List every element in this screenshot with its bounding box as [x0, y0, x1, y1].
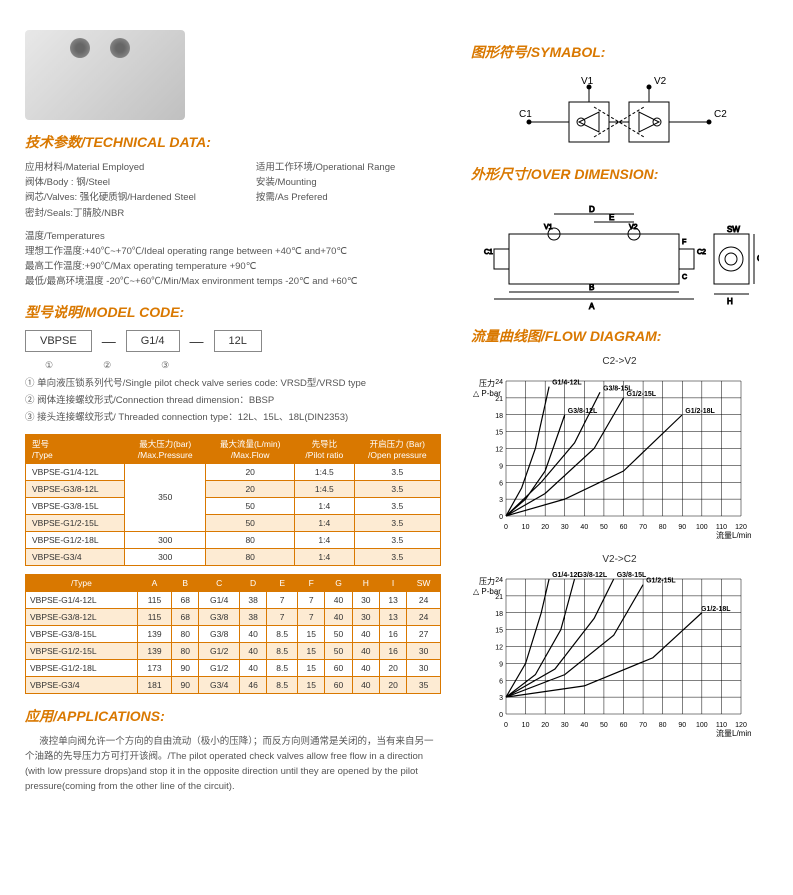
- svg-text:G3/8-15L: G3/8-15L: [617, 572, 647, 579]
- svg-text:C1: C1: [519, 109, 532, 120]
- svg-text:90: 90: [678, 524, 686, 531]
- svg-text:24: 24: [495, 577, 503, 584]
- svg-text:12: 12: [495, 447, 503, 454]
- symbol-diagram: C1 C2 V1 V2: [509, 72, 729, 152]
- svg-text:C2: C2: [714, 109, 727, 120]
- svg-text:110: 110: [716, 722, 727, 729]
- svg-text:3: 3: [499, 497, 503, 504]
- tech-left: 应用材料/Material Employed 阀体/Body : 钢/Steel…: [25, 160, 196, 221]
- svg-text:50: 50: [600, 524, 608, 531]
- svg-text:V2: V2: [654, 76, 667, 87]
- svg-text:9: 9: [499, 463, 503, 470]
- svg-text:110: 110: [716, 524, 727, 531]
- svg-text:0: 0: [499, 514, 503, 521]
- svg-text:100: 100: [696, 722, 708, 729]
- svg-text:70: 70: [639, 722, 647, 729]
- svg-text:6: 6: [499, 480, 503, 487]
- svg-text:G1/2-15L: G1/2-15L: [626, 391, 656, 398]
- svg-text:0: 0: [504, 722, 508, 729]
- applications-text: 液控单向阀允许一个方向的自由流动（极小的压降）；而反方向则通常是关闭的，当有来自…: [25, 734, 441, 795]
- svg-text:D: D: [589, 205, 595, 214]
- svg-text:12: 12: [495, 645, 503, 652]
- spec-table-1: 型号 /Type最大压力(bar) /Max.Pressure最大流量(L/mi…: [25, 434, 441, 566]
- svg-text:120: 120: [735, 722, 747, 729]
- svg-text:15: 15: [495, 430, 503, 437]
- svg-text:G1/4-12L: G1/4-12L: [552, 380, 582, 387]
- svg-text:C2: C2: [697, 249, 706, 256]
- svg-text:V1: V1: [544, 224, 553, 231]
- svg-text:30: 30: [561, 524, 569, 531]
- svg-text:50: 50: [600, 722, 608, 729]
- svg-text:15: 15: [495, 628, 503, 635]
- tech-temp: 温度/Temperatures 理想工作温度:+40℃~+70℃/Ideal o…: [25, 229, 441, 290]
- svg-text:0: 0: [499, 712, 503, 719]
- svg-text:10: 10: [522, 722, 530, 729]
- svg-text:0: 0: [504, 524, 508, 531]
- symbol-title: 图形符号/SYMABOL:: [471, 42, 768, 62]
- svg-text:A: A: [589, 302, 595, 311]
- svg-text:40: 40: [580, 524, 588, 531]
- svg-text:G1/2-18L: G1/2-18L: [685, 408, 715, 415]
- svg-text:18: 18: [495, 413, 503, 420]
- svg-text:40: 40: [580, 722, 588, 729]
- svg-text:G3/8-12L: G3/8-12L: [577, 572, 607, 579]
- svg-text:18: 18: [495, 611, 503, 618]
- svg-text:C: C: [682, 274, 687, 281]
- svg-text:流量L/min: 流量L/min: [716, 728, 751, 738]
- tech-right: 适用工作环境/Operational Range 安装/Mounting 按需/…: [256, 160, 395, 221]
- flow-title: 流量曲线图/FLOW DIAGRAM:: [471, 326, 768, 346]
- svg-text:24: 24: [495, 379, 503, 386]
- svg-text:V1: V1: [581, 76, 594, 87]
- technical-title: 技术参数/TECHNICAL DATA:: [25, 132, 441, 152]
- svg-text:SW: SW: [727, 225, 740, 234]
- svg-text:9: 9: [499, 661, 503, 668]
- svg-text:10: 10: [522, 524, 530, 531]
- model-code-boxes: VBPSE— G1/4— 12L: [25, 330, 441, 352]
- svg-text:90: 90: [678, 722, 686, 729]
- model-code-numbers: ①②③: [25, 360, 441, 371]
- svg-text:压力: 压力: [479, 378, 495, 388]
- svg-text:G1/2-18L: G1/2-18L: [701, 606, 731, 613]
- svg-text:C1: C1: [484, 249, 493, 256]
- product-image: [25, 30, 185, 120]
- svg-text:G1/2-15L: G1/2-15L: [646, 578, 676, 585]
- svg-text:30: 30: [561, 722, 569, 729]
- svg-text:H: H: [727, 297, 733, 306]
- svg-text:70: 70: [639, 524, 647, 531]
- dimension-title: 外形尺寸/OVER DIMENSION:: [471, 164, 768, 184]
- svg-text:△ P-bar: △ P-bar: [473, 587, 501, 596]
- svg-text:20: 20: [541, 722, 549, 729]
- svg-text:100: 100: [696, 524, 708, 531]
- svg-text:3: 3: [499, 695, 503, 702]
- svg-text:压力: 压力: [479, 576, 495, 586]
- svg-text:80: 80: [659, 722, 667, 729]
- svg-text:流量L/min: 流量L/min: [716, 530, 751, 540]
- svg-text:6: 6: [499, 678, 503, 685]
- svg-text:G3/8-12L: G3/8-12L: [568, 408, 598, 415]
- flow-chart-1: C2->V2 010203040506070809010011012003691…: [471, 356, 768, 544]
- svg-text:B: B: [589, 283, 594, 292]
- svg-text:F: F: [682, 239, 686, 246]
- model-title: 型号说明/MODEL CODE:: [25, 302, 441, 322]
- svg-text:60: 60: [620, 722, 628, 729]
- model-code-desc: ① 单向液压锁系列代号/Single pilot check valve ser…: [25, 375, 441, 426]
- svg-text:E: E: [609, 213, 614, 222]
- spec-table-2: /TypeABCDEFGHISWVBPSE-G1/4-12L11568G1/43…: [25, 574, 441, 694]
- svg-text:60: 60: [620, 524, 628, 531]
- svg-text:V2: V2: [629, 224, 638, 231]
- svg-text:120: 120: [735, 524, 747, 531]
- flow-chart-2: V2->C2 010203040506070809010011012003691…: [471, 554, 768, 742]
- svg-text:80: 80: [659, 524, 667, 531]
- applications-title: 应用/APPLICATIONS:: [25, 706, 441, 726]
- svg-text:△ P-bar: △ P-bar: [473, 389, 501, 398]
- dimension-drawing: A B D E H G SW V1 V2 C1 C2 F C: [479, 194, 759, 314]
- svg-text:G: G: [757, 254, 759, 263]
- svg-text:20: 20: [541, 524, 549, 531]
